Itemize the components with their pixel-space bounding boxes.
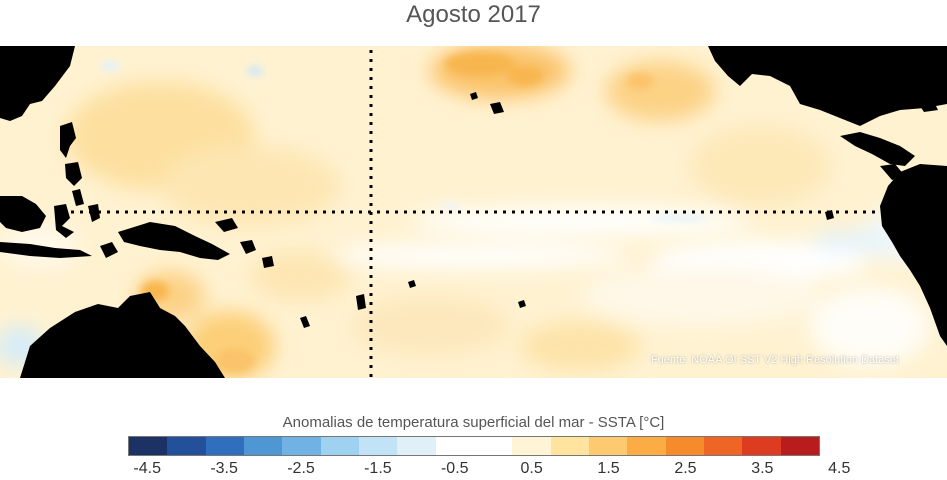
legend-title: Anomalias de temperatura superficial del… xyxy=(282,414,665,431)
colorbar-tick-label: -0.5 xyxy=(440,460,469,477)
land xyxy=(0,46,947,378)
colorbar-swatch xyxy=(703,437,743,455)
colorbar-tick-label: 0.5 xyxy=(520,460,543,477)
colorbar-tick-label: 4.5 xyxy=(828,460,851,477)
colorbar-tick-label: -3.5 xyxy=(210,460,238,477)
sst-anomaly-map: Fuente: NOAA OI SST V2 High Resolution D… xyxy=(0,46,947,378)
colorbar-swatch xyxy=(282,437,321,455)
colorbar-tick-label: -2.5 xyxy=(287,460,315,477)
colorbar-tick-label: 2.5 xyxy=(674,460,697,477)
colorbar xyxy=(128,436,820,456)
colorbar-swatch xyxy=(742,437,781,455)
colorbar-swatch xyxy=(473,437,513,455)
colorbar-tick-label: -1.5 xyxy=(364,460,392,477)
colorbar-swatch xyxy=(780,437,819,455)
colorbar-tick-label: 1.5 xyxy=(597,460,620,477)
colorbar-tick-label: 3.5 xyxy=(751,460,774,477)
colorbar-swatch xyxy=(588,437,628,455)
colorbar-swatch xyxy=(205,437,244,455)
colorbar-swatch xyxy=(129,437,168,455)
colorbar-swatch xyxy=(397,437,436,455)
colorbar-swatch xyxy=(627,437,666,455)
colorbar-swatch xyxy=(167,437,206,455)
colorbar-swatch xyxy=(320,437,359,455)
map-title: Agosto 2017 xyxy=(406,1,541,28)
colorbar-swatch xyxy=(550,437,589,455)
colorbar-ticks: -4.5 -3.5 -2.5 -1.5 -0.5 0.5 1.5 2.5 3.5 4.5 xyxy=(128,460,850,480)
colorbar-swatch xyxy=(243,437,283,455)
colorbar-swatch xyxy=(665,437,704,455)
colorbar-swatch xyxy=(358,437,398,455)
colorbar-swatch xyxy=(512,437,551,455)
data-source-note: Fuente: NOAA OI SST V2 High Resolution D… xyxy=(650,354,899,366)
colorbar-tick-label: -4.5 xyxy=(133,460,162,477)
colorbar-swatch xyxy=(435,437,474,455)
